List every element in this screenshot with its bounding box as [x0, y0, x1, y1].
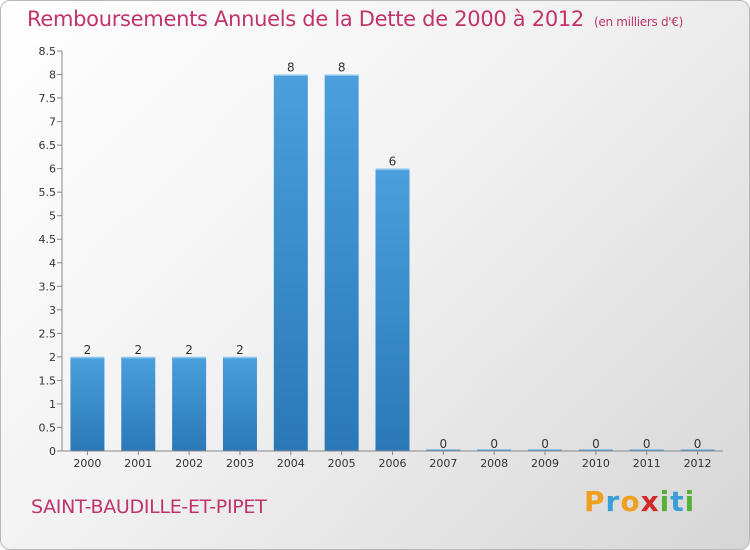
y-tick-label: 0 — [49, 445, 56, 458]
x-tick-label-2000: 2000 — [73, 457, 101, 470]
x-tick-label-2010: 2010 — [582, 457, 610, 470]
commune-name: SAINT-BAUDILLE-ET-PIPET — [31, 496, 267, 518]
logo-letter: P — [584, 485, 606, 518]
bar-2007 — [426, 449, 461, 451]
bar-highlight-2004 — [273, 74, 308, 77]
data-label-2005: 8 — [338, 61, 346, 75]
bar-2011 — [629, 449, 664, 451]
x-tick-label-2006: 2006 — [379, 457, 407, 470]
y-tick-label: 3.5 — [39, 280, 57, 293]
bar-highlight-2000 — [70, 356, 105, 359]
bar-2006 — [375, 168, 410, 451]
bars: 2 2 2 2 8 8 6 0 0 0 0 0 0 — [70, 61, 715, 451]
logo-letter: i — [659, 485, 671, 518]
y-tick-label: 1 — [49, 398, 56, 411]
y-tick-label: 7.5 — [39, 92, 57, 105]
bar-highlight-2003 — [222, 356, 257, 359]
y-tick-label: 4.5 — [39, 233, 57, 246]
bar-2001 — [121, 356, 156, 451]
bar-2008 — [477, 449, 512, 451]
x-tick-label-2003: 2003 — [226, 457, 254, 470]
bar-highlight-2002 — [172, 356, 207, 359]
title-text: Remboursements Annuels de la Dette de 20… — [27, 7, 584, 31]
x-axis: 2000 2001 2002 2003 2004 2005 2006 2007 2008 2009… — [62, 450, 723, 470]
x-tick-label-2008: 2008 — [480, 457, 508, 470]
data-label-2001: 2 — [134, 343, 142, 357]
y-tick-label: 3 — [49, 304, 56, 317]
data-label-2011: 0 — [643, 437, 651, 451]
data-label-2007: 0 — [440, 437, 448, 451]
data-label-2004: 8 — [287, 61, 295, 75]
y-axis: 0 0.5 1 1.5 2 2.5 3 3.5 4 4.5 5 5.5 6 6.5 7 7.5 8 8.5 — [39, 45, 63, 458]
x-tick-label-2011: 2011 — [633, 457, 661, 470]
bar-2005 — [324, 74, 359, 451]
data-label-2008: 0 — [490, 437, 498, 451]
x-tick-label-2005: 2005 — [328, 457, 356, 470]
bar-2009 — [528, 449, 563, 451]
y-tick-label: 2 — [49, 351, 56, 364]
x-tick-label-2001: 2001 — [124, 457, 152, 470]
data-label-2010: 0 — [592, 437, 600, 451]
data-label-2000: 2 — [84, 343, 92, 357]
logo-letter: t — [670, 485, 685, 518]
bar-2000 — [70, 356, 105, 451]
y-tick-label: 5.5 — [39, 186, 57, 199]
y-tick-label: 4 — [49, 257, 56, 270]
y-tick-label: 8 — [49, 69, 56, 82]
x-tick-label-2002: 2002 — [175, 457, 203, 470]
logo-letter: r — [605, 485, 621, 518]
bar-highlight-2005 — [324, 74, 359, 77]
proxiti-logo: Proxiti — [584, 485, 695, 518]
y-tick-label: 6 — [49, 163, 56, 176]
y-tick-label: 8.5 — [39, 45, 57, 58]
bar-2010 — [578, 449, 613, 451]
x-tick-label-2009: 2009 — [531, 457, 559, 470]
x-tick-label-2007: 2007 — [429, 457, 457, 470]
logo-letter: i — [684, 485, 696, 518]
bar-2004 — [273, 74, 308, 451]
bar-2003 — [222, 356, 257, 451]
data-label-2003: 2 — [236, 343, 244, 357]
y-tick-label: 0.5 — [39, 421, 57, 434]
data-label-2012: 0 — [694, 437, 702, 451]
chart-title: Remboursements Annuels de la Dette de 20… — [27, 7, 683, 31]
data-label-2009: 0 — [541, 437, 549, 451]
logo-letter: x — [640, 485, 660, 518]
y-tick-label: 2.5 — [39, 327, 57, 340]
title-unit: (en milliers d'€) — [594, 15, 684, 29]
bar-highlight-2001 — [121, 356, 156, 359]
logo-letter: o — [620, 485, 641, 518]
x-tick-label-2004: 2004 — [277, 457, 305, 470]
data-label-2002: 2 — [185, 343, 193, 357]
y-tick-label: 7 — [49, 116, 56, 129]
bar-2002 — [172, 356, 207, 451]
y-tick-label: 5 — [49, 210, 56, 223]
data-label-2006: 6 — [389, 155, 397, 169]
bar-highlight-2006 — [375, 168, 410, 171]
x-tick-label-2012: 2012 — [684, 457, 712, 470]
y-tick-label: 1.5 — [39, 374, 57, 387]
bar-2012 — [680, 449, 715, 451]
y-tick-label: 6.5 — [39, 139, 57, 152]
